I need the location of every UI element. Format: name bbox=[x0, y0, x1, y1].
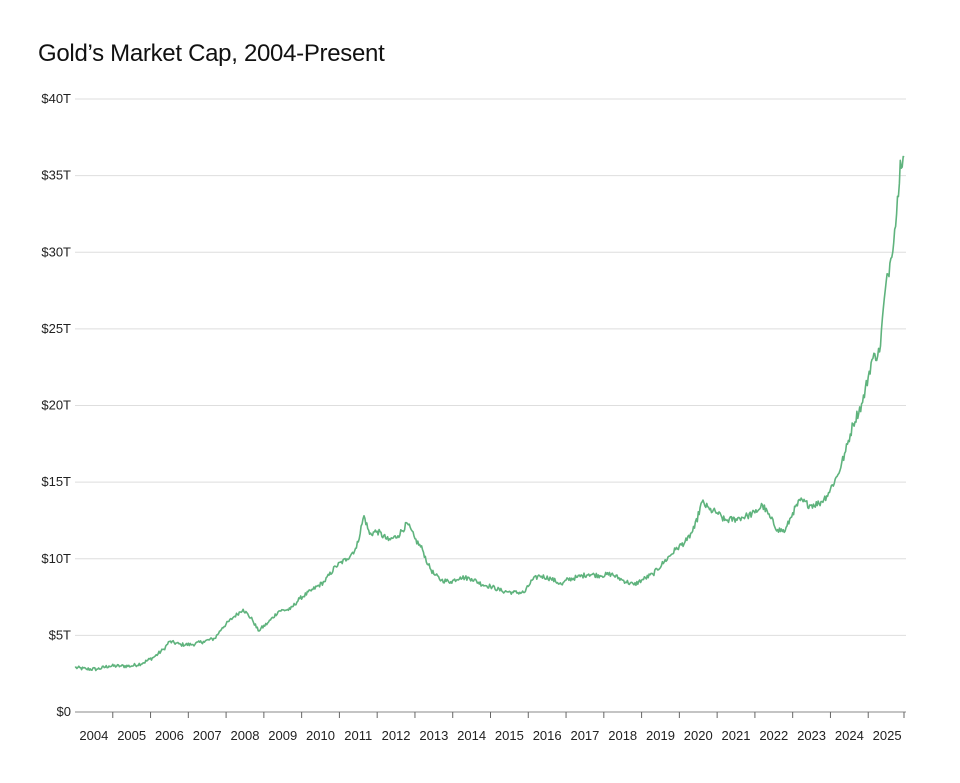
x-tick-label: 2021 bbox=[722, 728, 751, 743]
y-tick-label: $35T bbox=[41, 168, 71, 183]
series-layer bbox=[74, 155, 905, 672]
y-tick-label: $5T bbox=[49, 627, 71, 642]
x-tick-label: 2006 bbox=[155, 728, 184, 743]
x-tick-label: 2020 bbox=[684, 728, 713, 743]
x-tick-label: 2004 bbox=[79, 728, 108, 743]
x-tick-label: 2014 bbox=[457, 728, 486, 743]
y-tick-label: $40T bbox=[41, 91, 71, 106]
gridlines bbox=[75, 98, 906, 713]
y-tick-label: $15T bbox=[41, 474, 71, 489]
x-tick-label: 2018 bbox=[608, 728, 637, 743]
x-tick-label: 2007 bbox=[193, 728, 222, 743]
x-tick-label: 2013 bbox=[419, 728, 448, 743]
x-tick-label: 2009 bbox=[268, 728, 297, 743]
x-tick-label: 2024 bbox=[835, 728, 864, 743]
x-tick-label: 2023 bbox=[797, 728, 826, 743]
x-tick-label: 2022 bbox=[759, 728, 788, 743]
x-tick-label: 2019 bbox=[646, 728, 675, 743]
chart-title: Gold’s Market Cap, 2004-Present bbox=[38, 40, 385, 67]
y-tick-label: $25T bbox=[41, 321, 71, 336]
x-axis: 2004 2005 2006 2007 2008 2009 2010 2011 2012 2013… bbox=[79, 712, 905, 743]
y-tick-label: $10T bbox=[41, 551, 71, 566]
y-tick-label: $0 bbox=[57, 704, 71, 719]
x-tick-label: 2005 bbox=[117, 728, 146, 743]
x-tick-label: 2012 bbox=[382, 728, 411, 743]
x-tick-label: 2017 bbox=[570, 728, 599, 743]
x-tick-label: 2025 bbox=[873, 728, 902, 743]
y-axis-tick-labels: $0 $5T $10T $15T $20T $25T $30T $35T $40T bbox=[41, 91, 71, 719]
y-tick-label: $30T bbox=[41, 244, 71, 259]
x-tick-label: 2008 bbox=[231, 728, 260, 743]
x-tick-label: 2015 bbox=[495, 728, 524, 743]
x-tick-label: 2010 bbox=[306, 728, 335, 743]
series-line-gold-market-cap bbox=[74, 155, 905, 672]
y-tick-label: $20T bbox=[41, 398, 71, 413]
x-tick-label: 2016 bbox=[533, 728, 562, 743]
x-tick-label: 2011 bbox=[344, 728, 372, 743]
